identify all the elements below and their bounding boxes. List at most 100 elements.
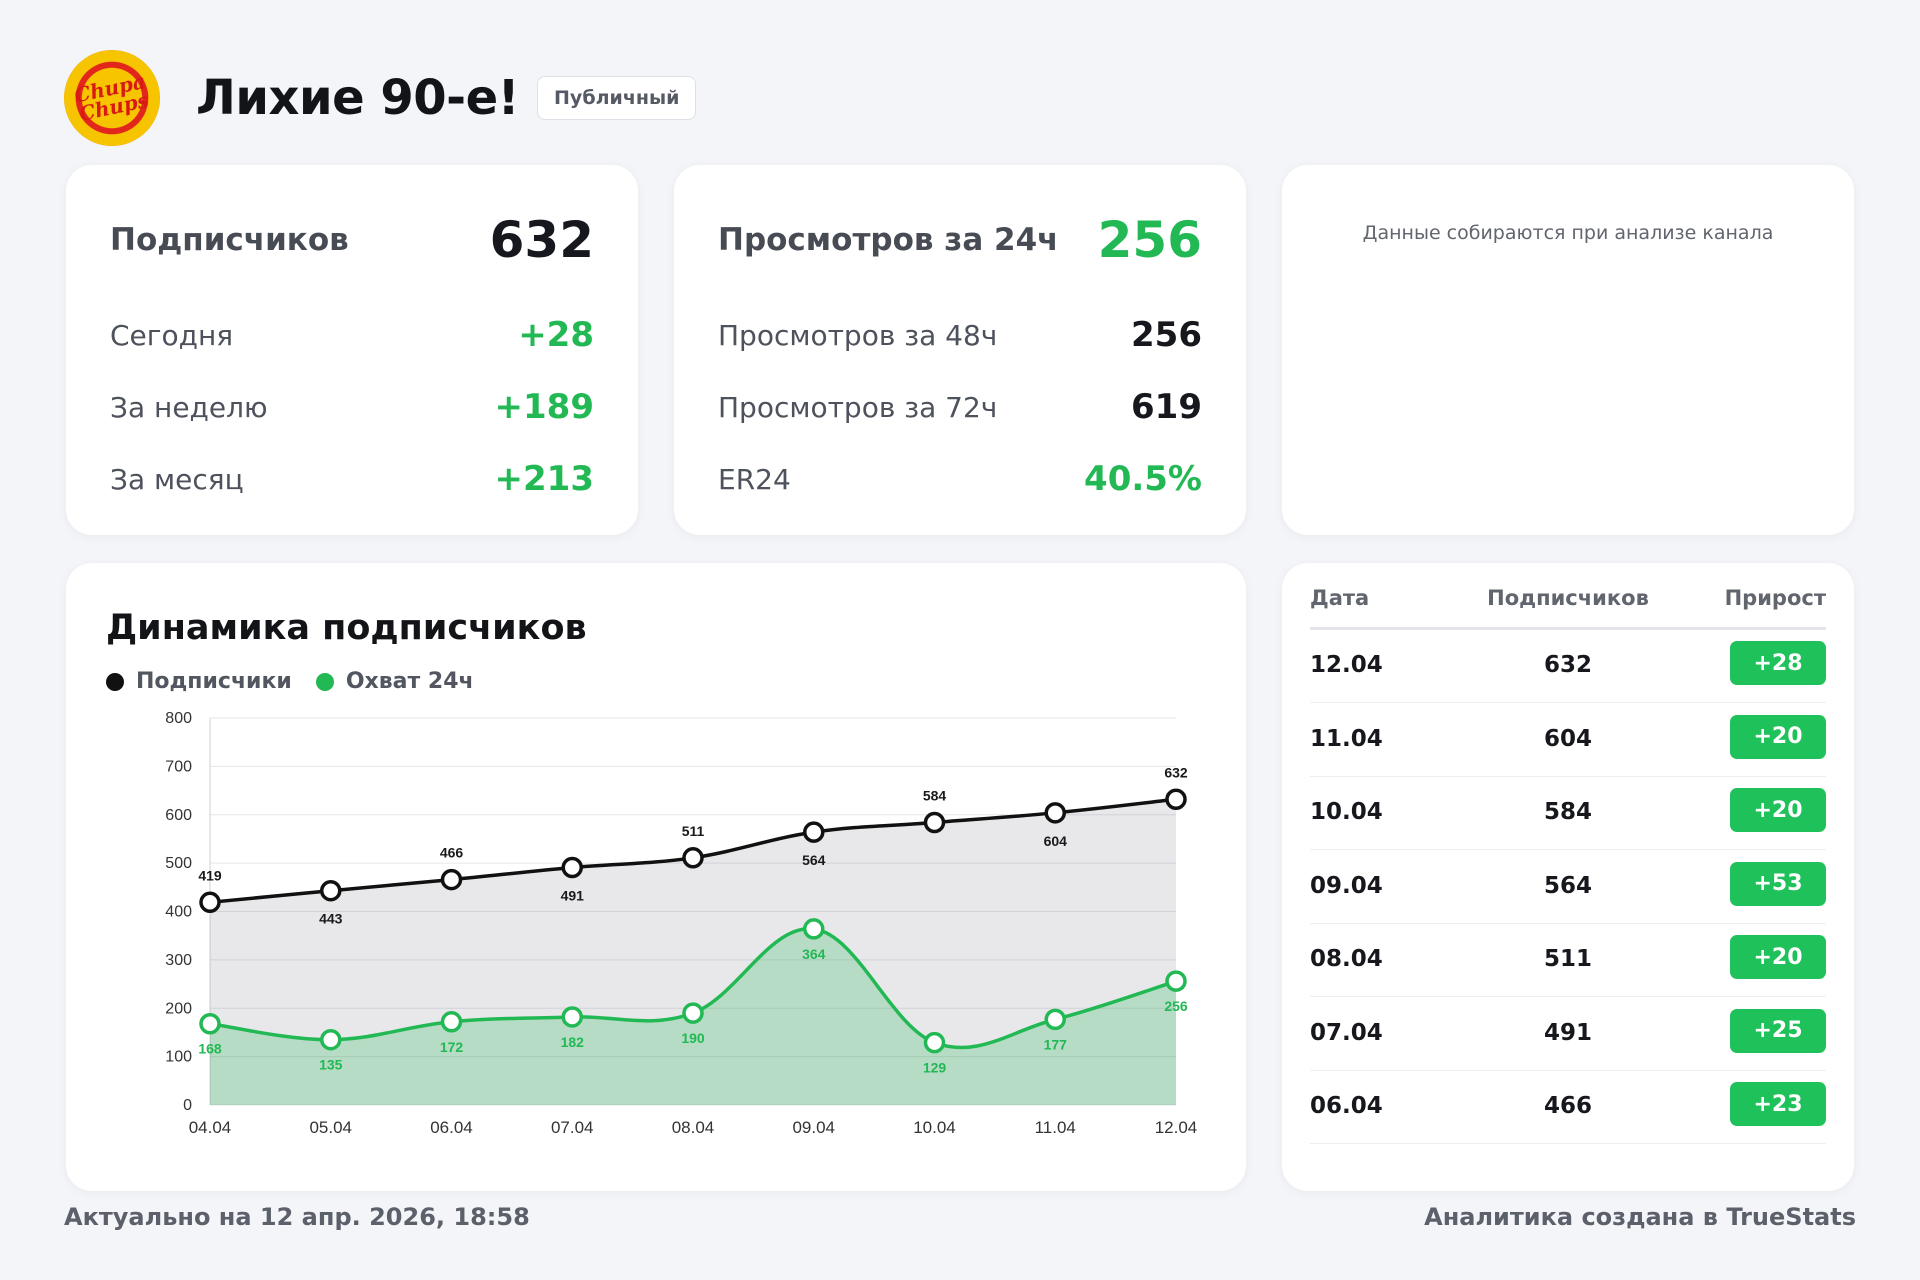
- y-tick-label: 100: [165, 1049, 192, 1066]
- views-48h-row: Просмотров за 48ч 256: [718, 315, 1202, 355]
- reach-point: [923, 1031, 946, 1054]
- reach-data-label: 182: [561, 1034, 585, 1050]
- y-tick-label: 300: [165, 952, 192, 969]
- chart-legend: Подписчики Охват 24ч: [106, 669, 498, 694]
- x-tick-label: 12.04: [1155, 1118, 1198, 1137]
- stat-label: Просмотров за 48ч: [718, 318, 998, 352]
- reach-point: [320, 1028, 342, 1051]
- subscribers-chart: 0 100 200 300 400 500 600 700 800 04.04 05.04 06.04…: [165, 710, 1198, 1137]
- row-date: 09.04: [1310, 872, 1383, 899]
- x-tick-label: 07.04: [551, 1118, 594, 1137]
- x-tick-label: 09.04: [792, 1118, 835, 1137]
- placeholder-card: Данные собираются при анализе канала: [1282, 165, 1854, 535]
- reach-point: [1165, 970, 1187, 992]
- legend-dot-icon: [315, 672, 334, 691]
- subscribers-data-label: 584: [923, 787, 947, 803]
- reach-data-label: 190: [681, 1030, 705, 1046]
- stat-value: +28: [518, 315, 594, 355]
- reach-point: [561, 1006, 583, 1028]
- table-header-subs: Подписчиков: [1487, 586, 1649, 610]
- public-badge: Публичный: [537, 76, 697, 120]
- row-date: 08.04: [1310, 946, 1383, 972]
- reach-point: [199, 1012, 221, 1035]
- subscribers-point: [803, 821, 825, 843]
- x-tick-label: 06.04: [430, 1118, 473, 1137]
- y-tick-label: 500: [165, 855, 192, 872]
- subscribers-point: [682, 847, 704, 869]
- table-row: 06.04 466 +23: [1310, 1071, 1826, 1144]
- subscribers-point: [1044, 802, 1066, 824]
- table-header-date: Дата: [1310, 586, 1370, 610]
- truestats-credit[interactable]: Аналитика создана в TrueStats: [1424, 1203, 1856, 1231]
- subscribers-point: [1165, 788, 1187, 811]
- reach-point: [682, 1002, 704, 1024]
- growth-badge: +53: [1730, 861, 1826, 906]
- subscribers-data-label: 466: [440, 845, 464, 861]
- views-72h-row: Просмотров за 72ч 619: [718, 387, 1202, 427]
- subscribers-data-label: 632: [1164, 764, 1188, 780]
- subscribers-today-row: Сегодня +28: [110, 315, 594, 355]
- stat-value: 256: [1131, 315, 1202, 355]
- legend-item-reach[interactable]: Охват 24ч: [315, 669, 474, 694]
- table-header-divider: [1310, 627, 1826, 630]
- chart-title: Динамика подписчиков: [106, 608, 587, 648]
- reach-data-label: 256: [1164, 998, 1188, 1014]
- views-card: Просмотров за 24ч 256 Просмотров за 48ч …: [674, 165, 1246, 535]
- table-row: 12.04 632 +28: [1310, 630, 1826, 703]
- updated-timestamp: Актуально на 12 апр. 2026, 18:58: [64, 1203, 530, 1231]
- stat-value: +189: [494, 387, 594, 427]
- channel-avatar[interactable]: Chupa Chups: [55, 41, 169, 155]
- subscribers-point: [923, 811, 946, 834]
- table-row: 07.04 491 +25: [1310, 998, 1826, 1071]
- x-tick-label: 05.04: [309, 1118, 352, 1137]
- reach-data-label: 172: [440, 1039, 464, 1055]
- reach-data-label: 168: [198, 1041, 222, 1057]
- growth-badge: +25: [1730, 1008, 1826, 1053]
- subscribers-card: Подписчиков 632 Сегодня +28 За неделю +1…: [66, 165, 638, 535]
- subscribers-value: 632: [489, 211, 594, 269]
- row-date: 12.04: [1310, 652, 1383, 678]
- row-subscribers: 632: [1543, 652, 1592, 678]
- y-tick-label: 200: [165, 1000, 192, 1017]
- growth-badge: +23: [1730, 1082, 1826, 1126]
- y-tick-label: 600: [165, 807, 192, 824]
- table-row: 08.04 511 +20: [1310, 924, 1826, 997]
- row-subscribers: 584: [1543, 799, 1592, 825]
- subscribers-week-row: За неделю +189: [110, 387, 594, 427]
- subscribers-month-row: За месяц +213: [110, 459, 594, 499]
- y-tick-label: 700: [165, 758, 192, 775]
- stat-value: 40.5%: [1084, 459, 1202, 499]
- row-date: 07.04: [1310, 1019, 1383, 1046]
- stat-label: Сегодня: [110, 318, 234, 352]
- row-date: 11.04: [1310, 725, 1383, 752]
- row-date: 06.04: [1310, 1093, 1383, 1119]
- subscribers-data-label: 443: [319, 911, 343, 927]
- growth-badge: +28: [1730, 641, 1826, 685]
- subscribers-data-label: 564: [802, 852, 826, 868]
- table-header-growth: Прирост: [1724, 586, 1826, 610]
- x-tick-label: 04.04: [189, 1118, 232, 1137]
- subscribers-label: Подписчиков: [110, 222, 349, 258]
- subscribers-total-row: Подписчиков 632: [110, 211, 594, 269]
- subscribers-point: [561, 856, 583, 879]
- reach-point: [803, 918, 825, 940]
- row-subscribers: 491: [1543, 1019, 1592, 1046]
- reach-point: [1044, 1008, 1066, 1031]
- subscribers-data-label: 511: [682, 823, 705, 839]
- reach-point: [440, 1011, 463, 1033]
- legend-item-subscribers[interactable]: Подписчики: [106, 669, 292, 694]
- growth-badge: +20: [1730, 935, 1826, 979]
- x-tick-label: 11.04: [1035, 1118, 1076, 1137]
- stat-label: За неделю: [110, 390, 268, 424]
- subscribers-point: [440, 868, 463, 891]
- subscribers-data-label: 491: [561, 887, 585, 903]
- y-tick-label: 800: [165, 710, 192, 727]
- legend-label: Охват 24ч: [345, 669, 474, 694]
- channel-title: Лихие 90-е!: [196, 70, 520, 126]
- table-row: 11.04 604 +20: [1310, 704, 1826, 777]
- table-row: 09.04 564 +53: [1310, 851, 1826, 924]
- row-subscribers: 564: [1543, 872, 1592, 899]
- x-tick-label: 08.04: [672, 1118, 715, 1137]
- reach-data-label: 177: [1044, 1036, 1068, 1052]
- legend-label: Подписчики: [136, 669, 292, 694]
